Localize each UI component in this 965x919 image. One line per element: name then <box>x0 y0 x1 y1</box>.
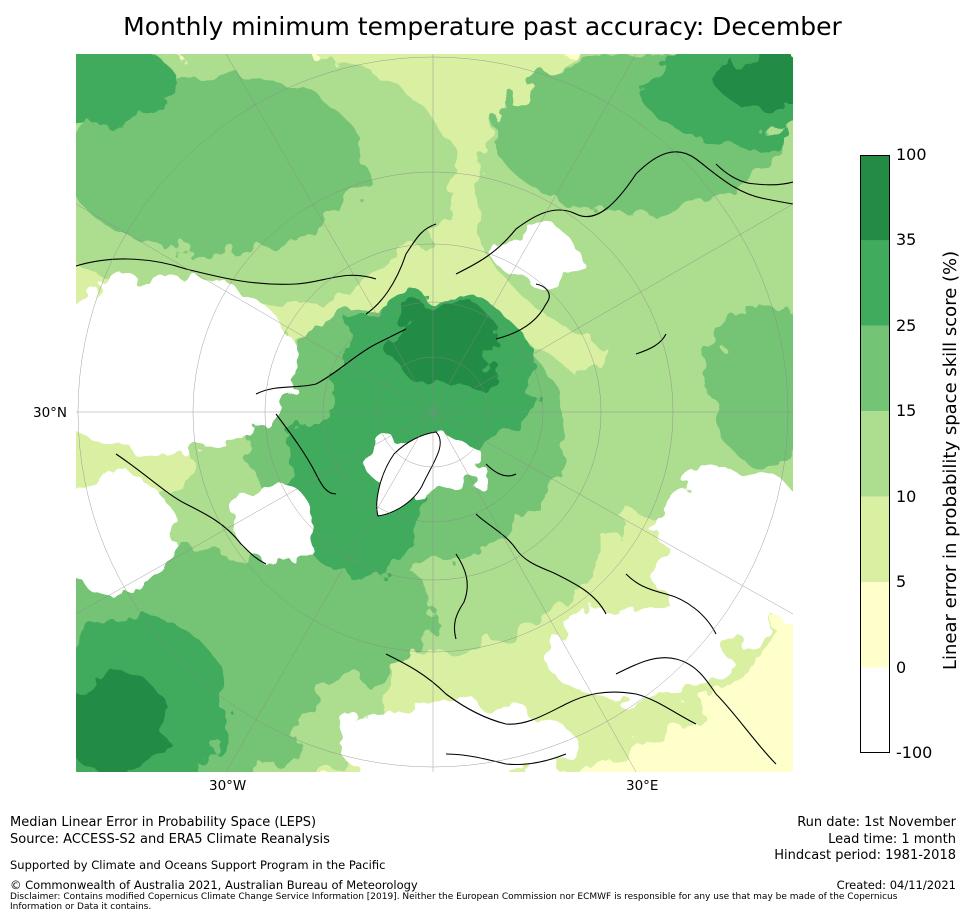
run-date: Run date: 1st November <box>797 815 956 830</box>
colorbar-bin <box>860 496 890 583</box>
colorbar-tick-label: 25 <box>896 315 917 335</box>
colorbar-border <box>860 155 890 753</box>
lon-label-30w: 30°W <box>209 778 247 794</box>
colorbar-label: Linear error in probability space skill … <box>940 250 961 670</box>
colorbar-bin <box>860 240 890 326</box>
footer-support: Supported by Climate and Oceans Support … <box>10 858 386 872</box>
coastlines <box>76 151 793 766</box>
footer-source: Source: ACCESS-S2 and ERA5 Climate Reana… <box>10 832 330 847</box>
hindcast-period: Hindcast period: 1981-2018 <box>774 848 956 863</box>
colorbar-bin <box>860 667 890 753</box>
colorbar-tick-label: 15 <box>896 401 917 421</box>
chart-title: Monthly minimum temperature past accurac… <box>123 12 842 41</box>
lon-label-30e: 30°E <box>626 778 659 794</box>
colorbar-tick-label: 10 <box>896 486 917 506</box>
greenland-shape <box>376 431 441 517</box>
colorbar-tick-label: 5 <box>896 572 907 592</box>
created-date: Created: 04/11/2021 <box>836 878 956 892</box>
lead-time: Lead time: 1 month <box>828 832 956 847</box>
colorbar-bin <box>860 411 890 497</box>
polar-map <box>76 54 793 772</box>
colorbar <box>860 155 890 753</box>
colorbar-tick-label: -100 <box>896 743 933 762</box>
graticule <box>76 54 793 772</box>
footer-method: Median Linear Error in Probability Space… <box>10 815 317 830</box>
colorbar-tick-label: 35 <box>896 230 917 250</box>
footer-disclaimer: Disclaimer: Contains modified Copernicus… <box>10 892 898 912</box>
colorbar-tick-label: 0 <box>896 657 907 677</box>
footer-copyright: © Commonwealth of Australia 2021, Austra… <box>10 878 418 892</box>
colorbar-bin <box>860 325 890 412</box>
colorbar-tick-label: 100 <box>896 145 927 164</box>
colorbar-bin <box>860 155 890 241</box>
skill-field <box>76 54 793 772</box>
lat-label-30n: 30°N <box>33 405 68 421</box>
colorbar-bin <box>860 582 890 668</box>
